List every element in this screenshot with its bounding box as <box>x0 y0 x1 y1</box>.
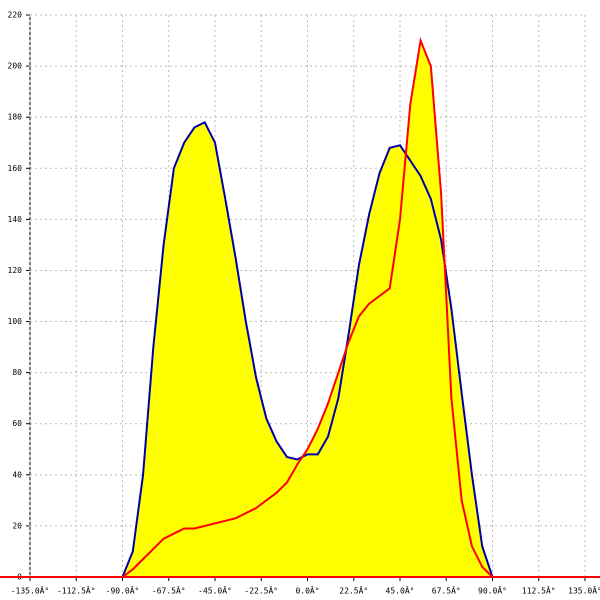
y-tick-label: 20 <box>12 521 22 530</box>
y-tick-label: 100 <box>8 317 23 326</box>
x-tick-label: -112.5Â° <box>57 585 96 596</box>
y-tick-label: 160 <box>8 164 23 173</box>
x-tick-label: 67.5Â° <box>432 585 461 596</box>
x-tick-label: 45.0Â° <box>386 585 415 596</box>
y-tick-label: 180 <box>8 113 23 122</box>
x-tick-label: 135.0Â° <box>568 585 600 596</box>
x-tick-label: 90.0Â° <box>478 585 507 596</box>
y-tick-label: 220 <box>8 11 23 20</box>
x-tick-label: -67.5Â° <box>152 585 186 596</box>
x-tick-label: 112.5Â° <box>522 585 556 596</box>
x-tick-label: 0.0Â° <box>295 585 319 596</box>
x-tick-label: -22.5Â° <box>244 585 278 596</box>
y-tick-label: 40 <box>12 470 22 479</box>
x-tick-label: -45.0Â° <box>198 585 232 596</box>
y-tick-label: 200 <box>8 62 23 71</box>
y-tick-label: 120 <box>8 266 23 275</box>
y-tick-label: 60 <box>12 419 22 428</box>
y-tick-label: 80 <box>12 368 22 377</box>
x-tick-label: -90.0Â° <box>106 585 140 596</box>
line <box>121 36 494 578</box>
x-tick-label: -135.0Â° <box>11 585 50 596</box>
x-tick-label: 22.5Â° <box>339 585 368 596</box>
area <box>122 40 493 577</box>
y-tick-label: 140 <box>8 215 23 224</box>
line <box>121 120 494 578</box>
